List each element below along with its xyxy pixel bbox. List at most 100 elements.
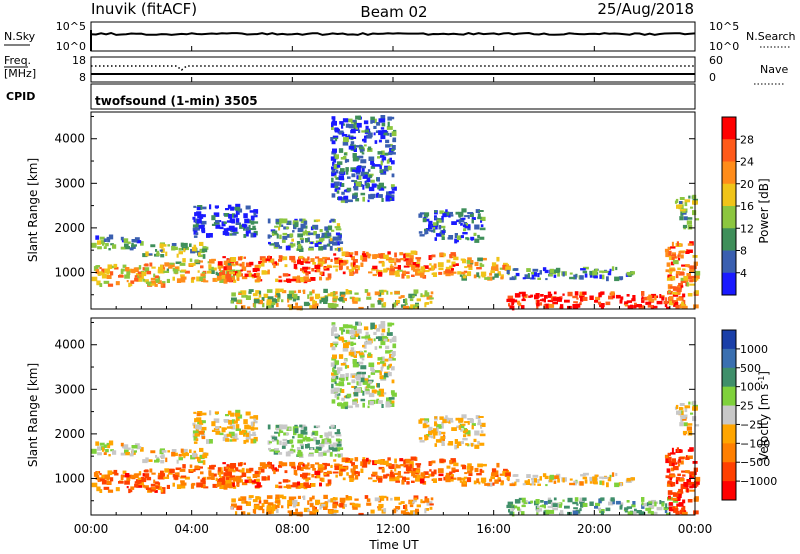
velocity-cell: [673, 508, 678, 513]
velocity-cell: [526, 474, 531, 478]
power-cell: [564, 299, 570, 303]
velocity-scale-tick: 500: [740, 362, 761, 375]
power-cell: [672, 254, 677, 258]
velocity-cell: [323, 506, 328, 510]
velocity-cell: [343, 358, 347, 362]
power-cell: [385, 144, 391, 148]
power-cell: [209, 259, 215, 264]
velocity-cell: [390, 497, 393, 501]
power-cell: [203, 246, 209, 250]
power-cell: [600, 291, 605, 295]
velocity-cell: [333, 370, 337, 375]
velocity-cell: [677, 491, 682, 494]
power-cell: [390, 268, 395, 272]
power-colorbar-swatch: [722, 228, 736, 251]
velocity-cell: [231, 498, 236, 503]
velocity-cell: [340, 468, 346, 472]
velocity-cell: [400, 464, 406, 467]
power-cell: [162, 281, 166, 284]
power-cell: [471, 219, 474, 224]
velocity-cell: [237, 505, 242, 509]
velocity-cell: [689, 485, 693, 489]
power-cell: [471, 237, 474, 241]
power-cell: [362, 196, 365, 202]
velocity-cell: [226, 426, 233, 429]
velocity-cell: [562, 477, 565, 483]
power-cell: [436, 219, 442, 223]
power-cell: [391, 186, 397, 191]
power-cell: [321, 245, 327, 250]
velocity-cell: [253, 418, 256, 423]
power-cell: [626, 300, 632, 303]
power-cell: [482, 257, 487, 261]
velocity-cell: [482, 463, 487, 467]
velocity-cell: [391, 337, 397, 343]
velocity-cell: [351, 462, 355, 467]
power-cell: [391, 131, 397, 137]
velocity-cell: [569, 482, 575, 486]
power-cell: [385, 195, 390, 199]
velocity-cell: [337, 454, 341, 458]
power-cell: [350, 252, 354, 255]
velocity-cell: [253, 415, 259, 420]
power-cell: [222, 231, 227, 236]
velocity-cell: [467, 463, 472, 468]
velocity-cell: [223, 484, 228, 490]
velocity-cell: [250, 426, 255, 431]
velocity-cell: [314, 476, 317, 479]
power-cell: [180, 242, 184, 247]
power-cell: [394, 270, 400, 275]
power-cell: [687, 249, 693, 253]
power-cell: [244, 273, 250, 277]
velocity-cell: [334, 335, 340, 339]
power-cell: [180, 269, 187, 272]
power-cell: [324, 226, 329, 231]
power-cell: [602, 270, 609, 273]
velocity-cell: [352, 399, 358, 402]
velocity-cell: [227, 410, 232, 415]
power-cell: [669, 270, 672, 275]
velocity-cell: [197, 460, 204, 464]
power-cell: [437, 262, 444, 268]
velocity-cell: [685, 455, 688, 459]
power-cell: [335, 187, 341, 190]
power-cell: [558, 298, 562, 302]
velocity-cell: [201, 433, 206, 438]
power-cell: [334, 259, 340, 265]
power-cell: [288, 273, 291, 277]
velocity-cell: [136, 446, 142, 450]
velocity-cell: [388, 357, 393, 362]
power-cell: [345, 170, 349, 175]
power-cell: [431, 224, 434, 228]
power-cell: [126, 270, 131, 275]
velocity-cell: [233, 420, 238, 424]
velocity-cell: [331, 357, 337, 361]
power-cell: [416, 298, 421, 302]
velocity-cell: [351, 379, 356, 384]
power-cell: [327, 273, 332, 279]
power-cell: [412, 269, 417, 272]
velocity-cell: [258, 505, 263, 511]
velocity-cell: [225, 414, 230, 417]
velocity-cell: [380, 366, 383, 372]
velocity-cell: [678, 478, 685, 482]
velocity-cell: [355, 387, 361, 393]
power-cell: [110, 271, 114, 276]
power-cell: [366, 177, 371, 183]
velocity-cell: [267, 502, 274, 506]
power-cell: [374, 140, 378, 144]
velocity-cell: [349, 459, 353, 464]
power-cell: [361, 165, 366, 169]
velocity-cell: [537, 478, 540, 484]
power-cell: [326, 243, 331, 247]
power-cell: [108, 248, 111, 251]
velocity-cell: [348, 497, 353, 501]
power-cell: [245, 262, 252, 268]
velocity-cell: [296, 447, 301, 452]
velocity-cell: [548, 509, 555, 514]
velocity-cell: [169, 468, 175, 471]
velocity-cell: [391, 358, 396, 361]
power-cell: [256, 276, 261, 281]
power-cell: [615, 266, 618, 271]
velocity-cell: [436, 425, 442, 429]
